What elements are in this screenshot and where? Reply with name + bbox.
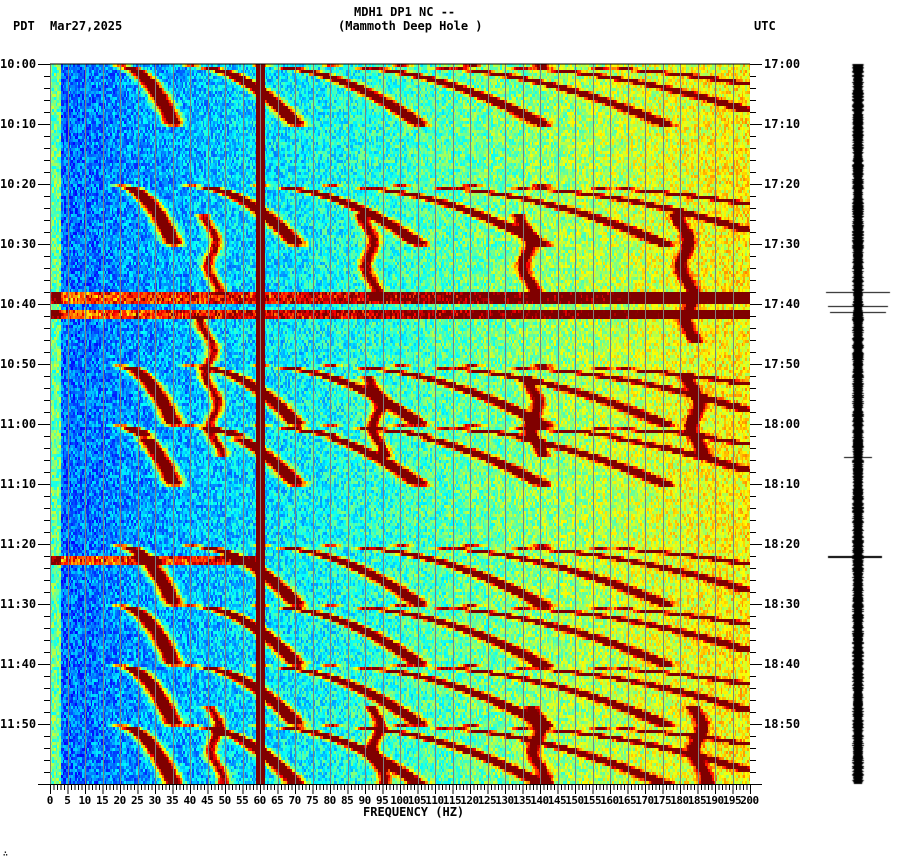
y-tick-label-left: 10:50 — [0, 357, 37, 371]
corner-mark: ∴ — [3, 849, 8, 858]
x-tick-label: 95 — [376, 794, 389, 807]
x-tick-label: 15 — [96, 794, 109, 807]
y-tick-label-left: 10:20 — [0, 177, 37, 191]
y-tick-label-left: 11:40 — [0, 657, 37, 671]
y-tick-label-left: 11:20 — [0, 537, 37, 551]
x-tick-label: 45 — [201, 794, 214, 807]
x-tick-label: 80 — [323, 794, 337, 807]
x-tick-label: 175 — [652, 794, 672, 807]
y-tick-label-right: 17:40 — [764, 297, 801, 311]
x-tick-label: 35 — [166, 794, 179, 807]
x-tick-label: 150 — [565, 794, 584, 807]
y-tick-label-left: 10:10 — [0, 117, 37, 131]
x-tick-label: 30 — [148, 794, 162, 807]
x-tick-label: 75 — [306, 794, 319, 807]
y-tick-label-right: 17:10 — [764, 117, 801, 131]
x-tick-label: 10 — [78, 794, 92, 807]
spectrogram-plot — [50, 64, 750, 784]
x-tick-label: 70 — [288, 794, 302, 807]
date-label: Mar27,2025 — [50, 19, 123, 33]
x-tick-label: 140 — [530, 794, 549, 807]
y-tick-label-left: 11:50 — [0, 717, 37, 731]
x-tick-label: 115 — [442, 794, 462, 807]
y-tick-label-left: 10:40 — [0, 297, 37, 311]
x-tick-label: 125 — [477, 794, 497, 807]
y-tick-label-right: 18:20 — [764, 537, 801, 551]
x-tick-label: 180 — [670, 794, 689, 807]
left-timezone-label: PDT — [13, 19, 35, 33]
y-tick-label-right: 17:50 — [764, 357, 801, 371]
y-tick-label-left: 11:00 — [0, 417, 37, 431]
x-tick-label: 100 — [390, 794, 409, 807]
x-tick-label: 55 — [236, 794, 249, 807]
y-tick-label-right: 17:20 — [764, 177, 801, 191]
x-tick-label: 190 — [705, 794, 724, 807]
x-tick-label: 5 — [64, 794, 71, 807]
x-tick-label: 195 — [722, 794, 742, 807]
x-tick-label: 160 — [600, 794, 619, 807]
x-tick-label: 130 — [495, 794, 514, 807]
x-tick-label: 25 — [131, 794, 144, 807]
x-tick-label: 60 — [253, 794, 267, 807]
x-tick-label: 165 — [617, 794, 637, 807]
y-tick-label-left: 11:10 — [0, 477, 37, 491]
x-tick-label: 145 — [547, 794, 567, 807]
y-tick-label-right: 17:30 — [764, 237, 801, 251]
y-tick-label-right: 18:00 — [764, 417, 801, 431]
y-tick-label-right: 18:40 — [764, 657, 801, 671]
y-tick-label-left: 10:30 — [0, 237, 37, 251]
x-tick-label: 135 — [512, 794, 532, 807]
x-tick-label: 200 — [740, 794, 759, 807]
x-tick-label: 90 — [358, 794, 372, 807]
seismogram-trace — [820, 60, 900, 790]
x-tick-label: 120 — [460, 794, 479, 807]
x-tick-label: 170 — [635, 794, 654, 807]
station-line: MDH1 DP1 NC -- — [354, 5, 456, 19]
x-tick-label: 20 — [113, 794, 127, 807]
x-axis-title: FREQUENCY (HZ) — [363, 805, 465, 819]
x-tick-label: 50 — [218, 794, 232, 807]
y-tick-label-right: 17:00 — [764, 57, 801, 71]
y-tick-label-left: 11:30 — [0, 597, 37, 611]
x-tick-label: 40 — [183, 794, 197, 807]
x-tick-label: 110 — [425, 794, 444, 807]
x-tick-label: 155 — [582, 794, 602, 807]
y-tick-label-right: 18:10 — [764, 477, 801, 491]
y-tick-label-right: 18:30 — [764, 597, 801, 611]
y-tick-label-left: 10:00 — [0, 57, 37, 71]
y-tick-label-right: 18:50 — [764, 717, 801, 731]
x-tick-label: 105 — [407, 794, 427, 807]
x-tick-label: 85 — [341, 794, 354, 807]
x-tick-label: 65 — [271, 794, 284, 807]
x-tick-label: 0 — [46, 794, 54, 807]
right-timezone-label: UTC — [754, 19, 776, 33]
x-tick-label: 185 — [687, 794, 707, 807]
station-name: (Mammoth Deep Hole ) — [338, 19, 483, 33]
